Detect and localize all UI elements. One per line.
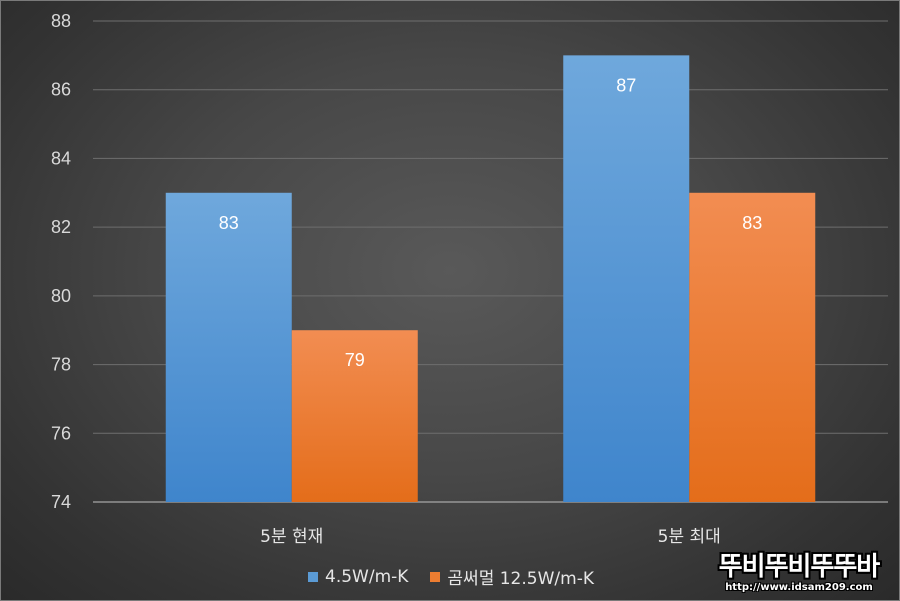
legend-swatch-series-2 <box>430 571 441 582</box>
y-tick-label: 86 <box>51 80 71 100</box>
legend-item-series-2: 곰써멀 12.5W/m-K <box>430 564 594 589</box>
bar-series-2 <box>689 192 816 503</box>
bar-series-2 <box>291 330 418 502</box>
bar-series-1 <box>165 192 292 503</box>
data-label: 83 <box>219 213 239 233</box>
legend-item-series-1: 4.5W/m-K <box>308 567 408 587</box>
y-tick-label: 78 <box>51 355 71 375</box>
watermark-url: http://www.idsam209.com <box>725 582 873 593</box>
y-tick-label: 88 <box>51 11 71 31</box>
data-label: 87 <box>616 75 636 95</box>
watermark-logo: 뚜비뚜비뚜뚜바 http://www.idsam209.com <box>709 552 889 594</box>
legend: 4.5W/m-K 곰써멀 12.5W/m-K <box>1 564 899 589</box>
y-tick-label: 84 <box>51 148 71 168</box>
data-label: 79 <box>345 350 365 370</box>
watermark-text: 뚜비뚜비뚜뚜바 <box>718 552 880 582</box>
bars <box>165 55 816 503</box>
legend-label-series-1: 4.5W/m-K <box>325 566 409 587</box>
y-tick-label: 82 <box>51 217 71 237</box>
y-tick-label: 80 <box>51 286 71 306</box>
data-label: 83 <box>742 213 762 233</box>
y-tick-label: 74 <box>51 492 71 512</box>
labels: 74 76 78 80 82 84 86 88 83 79 5분 현재 87 83 5분 최대 <box>51 11 762 547</box>
x-tick-label: 5분 현재 <box>260 527 323 547</box>
legend-label-series-2: 곰써멀 12.5W/m-K <box>447 569 594 589</box>
bar-series-1 <box>563 55 690 502</box>
legend-swatch-series-1 <box>308 571 318 582</box>
x-tick-label: 5분 최대 <box>658 527 721 547</box>
y-tick-label: 76 <box>51 423 71 443</box>
